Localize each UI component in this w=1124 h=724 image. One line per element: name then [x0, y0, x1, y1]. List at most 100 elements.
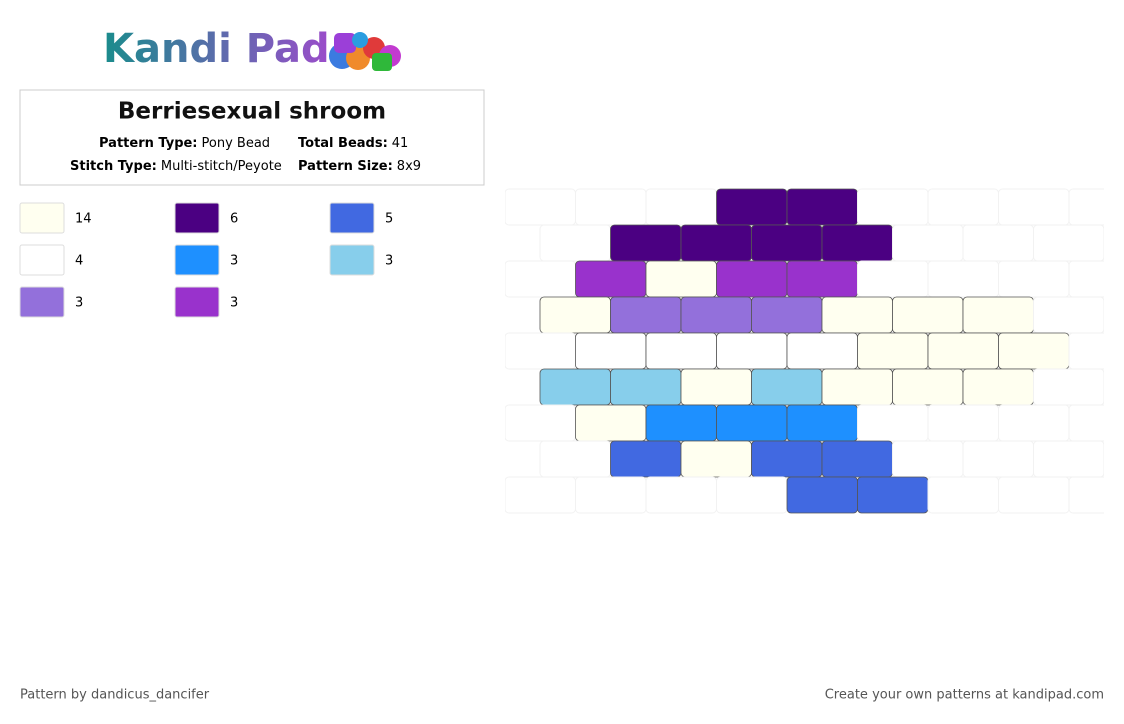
bead	[575, 404, 647, 442]
bead	[680, 296, 752, 334]
info-card	[19, 89, 485, 186]
bead	[645, 404, 717, 442]
info-value: Pony Bead	[202, 136, 271, 151]
info-value: 41	[392, 136, 409, 151]
bead	[539, 368, 611, 406]
info-label: Stitch Type:	[70, 159, 157, 174]
info-value: 8x9	[397, 159, 421, 174]
legend-swatch	[174, 286, 220, 318]
bead	[716, 332, 788, 370]
bead	[857, 476, 929, 514]
legend-swatch	[19, 286, 65, 318]
legend-swatch	[19, 244, 65, 276]
legend-count: 14	[75, 212, 92, 227]
bead	[962, 368, 1034, 406]
bead	[786, 332, 858, 370]
bead	[751, 368, 823, 406]
legend-swatch	[329, 244, 375, 276]
empty-cell	[1033, 440, 1104, 478]
empty-cell	[505, 332, 576, 370]
bead	[680, 224, 752, 262]
empty-cell	[998, 404, 1070, 442]
empty-cell	[927, 404, 999, 442]
legend-count: 3	[385, 254, 393, 269]
legend-swatch	[174, 244, 220, 276]
bead	[645, 260, 717, 298]
bead	[610, 368, 682, 406]
empty-cell	[927, 188, 999, 226]
credit: Pattern by dandicus_dancifer	[20, 688, 210, 703]
info-line: Stitch Type: Multi-stitch/Peyote	[70, 159, 282, 174]
bead	[575, 332, 647, 370]
info-line: Total Beads: 41	[298, 136, 408, 151]
bead	[786, 476, 858, 514]
title: Berriesexual shroom	[118, 99, 386, 125]
bead	[716, 260, 788, 298]
info-line: Pattern Type: Pony Bead	[99, 136, 270, 151]
empty-cell	[1103, 226, 1104, 260]
bead	[786, 188, 858, 226]
bead	[821, 440, 893, 478]
empty-cell	[1103, 298, 1104, 332]
bead	[751, 224, 823, 262]
empty-cell	[1033, 368, 1104, 406]
empty-cell	[962, 440, 1034, 478]
bead	[610, 440, 682, 478]
empty-cell	[505, 260, 576, 298]
empty-cell	[1068, 476, 1104, 514]
empty-cell	[998, 260, 1070, 298]
empty-cell	[1068, 260, 1104, 298]
bead	[751, 296, 823, 334]
legend-swatch	[329, 202, 375, 234]
empty-cell	[927, 476, 999, 514]
info-label: Pattern Size:	[298, 159, 393, 174]
bead	[786, 404, 858, 442]
bead	[821, 368, 893, 406]
bead	[821, 296, 893, 334]
bead	[575, 260, 647, 298]
legend-count: 5	[385, 212, 393, 227]
bead	[610, 224, 682, 262]
bead	[786, 260, 858, 298]
bead	[962, 296, 1034, 334]
empty-cell	[927, 260, 999, 298]
info-label: Pattern Type:	[99, 136, 198, 151]
bead	[539, 296, 611, 334]
empty-cell	[645, 188, 717, 226]
empty-cell	[998, 476, 1070, 514]
bead	[610, 296, 682, 334]
empty-cell	[1103, 370, 1104, 404]
bead	[751, 440, 823, 478]
legend-count: 3	[75, 296, 83, 311]
empty-cell	[575, 476, 647, 514]
info-value: Multi-stitch/Peyote	[161, 159, 282, 174]
bead	[716, 404, 788, 442]
empty-cell	[1103, 442, 1104, 476]
bead	[857, 332, 929, 370]
legend-count: 3	[230, 254, 238, 269]
empty-cell	[505, 476, 576, 514]
empty-cell	[505, 188, 576, 226]
empty-cell	[575, 188, 647, 226]
info-line: Pattern Size: 8x9	[298, 159, 421, 174]
empty-cell	[539, 440, 611, 478]
logo-beads	[329, 32, 401, 71]
bead	[680, 368, 752, 406]
empty-cell	[1033, 296, 1104, 334]
legend-swatch	[19, 202, 65, 234]
legend-count: 4	[75, 254, 83, 269]
empty-cell	[962, 224, 1034, 262]
empty-cell	[857, 188, 929, 226]
bead	[645, 332, 717, 370]
empty-cell	[645, 476, 717, 514]
empty-cell	[892, 440, 964, 478]
bead	[716, 188, 788, 226]
cta: Create your own patterns at kandipad.com	[825, 688, 1104, 703]
empty-cell	[716, 476, 788, 514]
empty-cell	[1068, 188, 1104, 226]
empty-cell	[1068, 332, 1104, 370]
bead	[998, 332, 1070, 370]
empty-cell	[505, 404, 576, 442]
empty-cell	[539, 224, 611, 262]
